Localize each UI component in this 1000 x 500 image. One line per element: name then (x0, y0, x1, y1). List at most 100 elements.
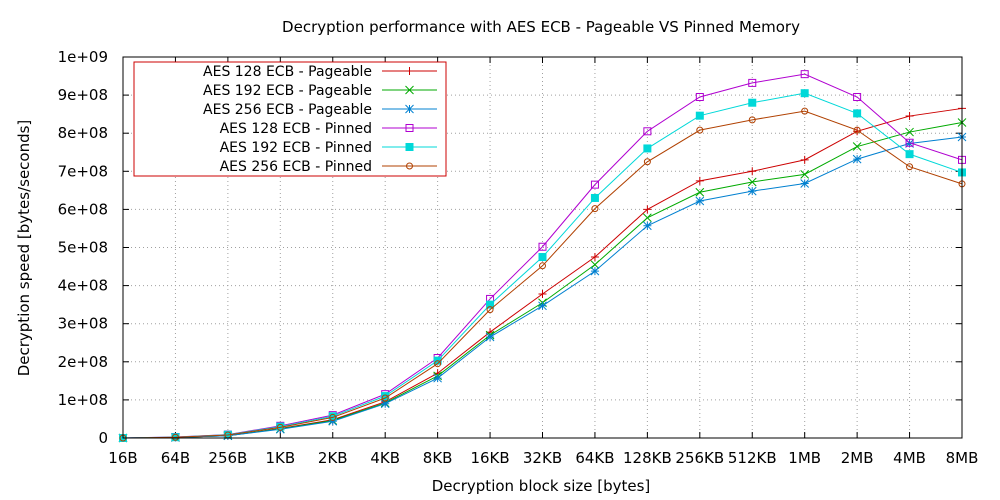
series-5-point (695, 111, 704, 120)
series-6-point (434, 360, 442, 368)
series-2-point (852, 142, 862, 151)
series-5-point (486, 300, 495, 309)
legend-marker (405, 85, 414, 95)
y-axis-ticks: 0 1e+08 2e+08 3e+08 4e+08 5e+08 6e+08 7e+08 8e+0… (58, 48, 962, 447)
chart-title: Decryption performance with AES ECB - Pa… (282, 18, 800, 36)
series-4-point (853, 93, 862, 102)
series-5-point (590, 193, 599, 202)
series-5-point (643, 144, 652, 153)
x-tick-label: 16B (108, 449, 137, 467)
series-1-point (538, 289, 547, 298)
series-2-point (905, 127, 914, 137)
x-tick-label: 1MB (788, 449, 821, 467)
y-tick-label: 8e+08 (58, 124, 108, 142)
y-tick-label: 3e+08 (58, 315, 108, 333)
series-6-point (906, 163, 914, 171)
series-5-point (538, 253, 547, 262)
y-tick-label: 5e+08 (58, 239, 108, 257)
series-4-point (643, 127, 652, 136)
legend-marker (406, 162, 413, 170)
series-3 (118, 132, 967, 443)
y-tick-label: 4e+08 (58, 277, 108, 295)
series-1-point (695, 176, 704, 185)
series-6-point (486, 306, 494, 314)
series-3-point (800, 179, 810, 188)
x-tick-label: 8KB (423, 449, 453, 467)
series-1-point (748, 167, 757, 176)
y-tick-label: 7e+08 (58, 162, 108, 180)
series-6-point (748, 116, 756, 124)
series-4-point (695, 93, 704, 102)
series-1-point (590, 253, 599, 262)
series-3-point (643, 221, 652, 231)
x-tick-label: 2MB (841, 449, 874, 467)
series-5-point (853, 109, 862, 118)
series-5-point (748, 98, 757, 107)
series-4-line (122, 73, 963, 439)
x-tick-label: 64KB (575, 449, 614, 467)
series-1-point (905, 112, 914, 121)
series-6-point (276, 423, 284, 431)
x-tick-label: 128KB (623, 449, 672, 467)
series-6-point (539, 262, 546, 270)
series-6 (119, 107, 966, 442)
series-6-point (643, 158, 651, 166)
x-tick-label: 64B (161, 449, 190, 467)
series-5-point (905, 150, 914, 159)
plot-frame (122, 56, 963, 439)
legend-marker (405, 104, 414, 114)
series-3-point (328, 416, 338, 426)
x-tick-label: 4KB (370, 449, 400, 467)
series-1-point (800, 155, 809, 164)
legend-marker (405, 124, 414, 132)
series-3-point (485, 332, 495, 342)
y-tick-label: 1e+08 (58, 391, 108, 409)
x-tick-label: 512KB (728, 449, 777, 467)
series-3-point (905, 139, 914, 148)
legend-marker (405, 143, 414, 151)
x-tick-label: 2KB (318, 449, 348, 467)
y-tick-label: 9e+08 (58, 86, 108, 104)
legend-label: AES 128 ECB - Pinned (220, 121, 372, 137)
series-2-point (590, 260, 600, 269)
series-2-point (643, 213, 652, 223)
legend: AES 128 ECB - Pageable AES 192 ECB - Page… (133, 61, 447, 177)
series-4-point (590, 180, 599, 189)
x-tick-label: 32KB (523, 449, 562, 467)
x-tick-label: 8MB (946, 449, 979, 467)
legend-marker (405, 67, 414, 75)
series-2-point (695, 187, 705, 197)
series-3-point (852, 154, 862, 164)
legend-label: AES 192 ECB - Pinned (220, 140, 372, 156)
y-axis-label: Decryption speed [bytes/seconds] (15, 120, 33, 377)
series-3-point (695, 196, 705, 206)
x-axis-label: Decryption block size [bytes] (432, 477, 651, 495)
series-3-point (590, 266, 600, 276)
legend-label: AES 256 ECB - Pinned (220, 159, 372, 175)
series-4-point (800, 70, 809, 79)
series-3-point (433, 373, 442, 383)
series-3-point (747, 186, 757, 196)
legend-box (133, 61, 447, 177)
series-3-point (538, 301, 547, 311)
series-6-point (591, 205, 599, 213)
series-4-point (905, 138, 914, 147)
series-3-point (380, 399, 390, 409)
series-4-point (748, 78, 757, 87)
series-6-line (122, 110, 963, 439)
x-tick-label: 256B (208, 449, 247, 467)
series-6-point (696, 126, 704, 134)
series-2-point (747, 177, 757, 187)
y-tick-label: 0 (98, 429, 108, 447)
x-tick-label: 256KB (675, 449, 724, 467)
series-1-point (643, 205, 652, 214)
x-axis-ticks: 16B 64B 256B 1KB 2KB 4KB 8KB 16KB 32KB 64KB 128KB 2… (108, 57, 978, 467)
y-tick-label: 2e+08 (58, 353, 108, 371)
series-6-point (853, 126, 861, 134)
legend-label: AES 128 ECB - Pageable (203, 64, 372, 80)
series-6-point (381, 394, 389, 402)
x-tick-label: 1KB (265, 449, 295, 467)
y-tick-label: 1e+09 (58, 48, 108, 66)
series-2-point (800, 169, 810, 179)
